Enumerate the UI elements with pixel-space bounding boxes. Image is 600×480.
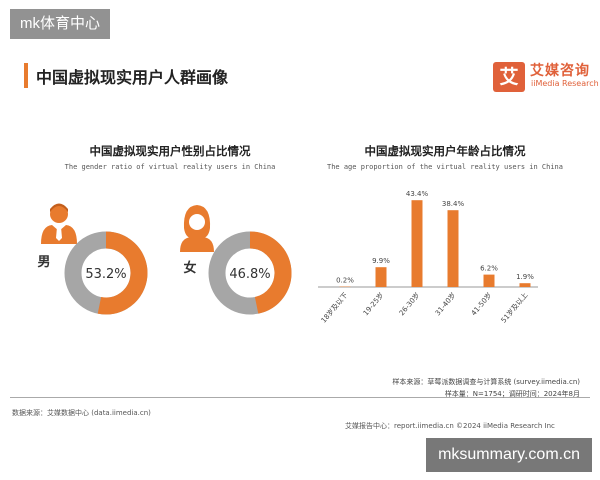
age-bar-2 [375, 267, 387, 287]
watermark-top: mk体育中心 [10, 9, 110, 39]
gender-chart-title: 中国虚拟现实用户性别占比情况 [89, 144, 251, 158]
gender-label-1: 男 [37, 255, 50, 270]
age-bar-value-1: 0.2% [336, 277, 354, 285]
page-title: 中国虚拟现实用户人群画像 [36, 68, 229, 87]
age-bar-value-5: 6.2% [480, 265, 498, 273]
logo-name-en: iiMedia Research [531, 79, 599, 88]
age-chart-title: 中国虚拟现实用户年龄占比情况 [364, 144, 526, 158]
logo-name-cn: 艾媒咨询 [530, 63, 590, 79]
age-bar-5 [483, 274, 495, 287]
age-category-label-2: 19-25岁 [361, 291, 385, 318]
age-category-label-5: 41-50岁 [469, 291, 493, 318]
title-accent-bar [24, 63, 28, 88]
iimedia-logo-icon: 艾 [493, 62, 525, 92]
age-category-label-1: 18岁及以下 [319, 291, 350, 325]
age-bar-value-6: 1.9% [516, 273, 534, 281]
age-chart-subtitle: The age proportion of the virtual realit… [326, 163, 563, 171]
report-center: 艾媒报告中心：report.iimedia.cn ©2024 iiMedia R… [345, 422, 555, 430]
donut-value-label-1: 53.2% [85, 267, 126, 282]
age-bar-value-4: 38.4% [442, 200, 465, 208]
male-person-icon [41, 203, 77, 244]
footer-divider [10, 397, 590, 398]
age-bar-6 [519, 283, 531, 287]
watermark-bottom: mksummary.com.cn [426, 438, 592, 472]
sample-source: 样本来源：草莓派数据调查与计算系统 (survey.iimedia.cn) [392, 378, 580, 386]
donut-value-label-2: 46.8% [229, 267, 270, 282]
data-source: 数据来源：艾媒数据中心 (data.iimedia.cn) [12, 409, 151, 417]
sample-info: 样本量：N=1754；调研时间：2024年8月 [444, 390, 580, 398]
age-bar-3 [411, 200, 423, 287]
age-bar-value-3: 43.4% [406, 190, 429, 198]
age-bar-4 [447, 210, 459, 287]
gender-label-2: 女 [183, 260, 196, 276]
age-category-label-3: 26-30岁 [397, 291, 421, 318]
donut-slice-1 [97, 231, 148, 315]
donut-slice-2 [249, 231, 292, 314]
age-category-label-4: 31-40岁 [433, 291, 457, 318]
age-bar-value-2: 9.9% [372, 257, 390, 265]
female-person-icon [180, 205, 214, 252]
age-category-label-6: 51岁及以上 [499, 291, 530, 325]
gender-chart-subtitle: The gender ratio of virtual reality user… [64, 163, 276, 171]
